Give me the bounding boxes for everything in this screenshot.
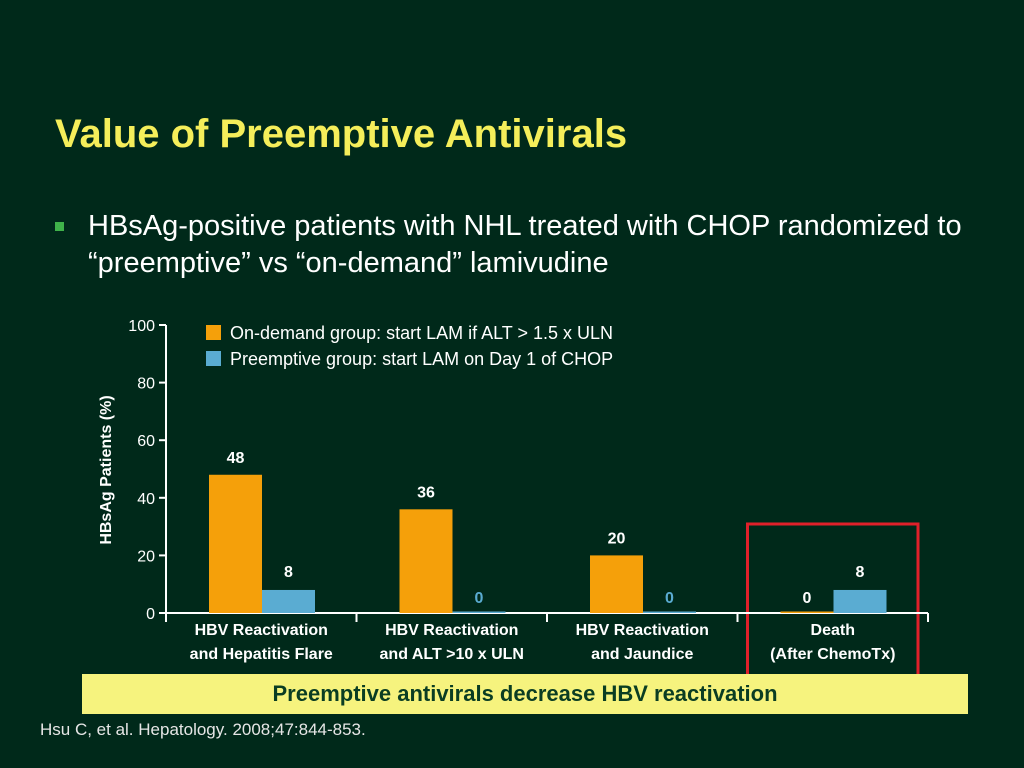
y-tick-label: 0 <box>146 606 155 623</box>
bar-preemptive <box>262 589 315 613</box>
category-label: HBV Reactivation <box>385 622 518 639</box>
bar-value-label: 8 <box>284 564 293 581</box>
category-label: Death <box>811 622 855 639</box>
bullet-text: HBsAg-positive patients with NHL treated… <box>88 210 962 279</box>
category-label: HBV Reactivation <box>576 622 709 639</box>
conclusion-banner: Preemptive antivirals decrease HBV react… <box>82 674 968 714</box>
bar-on-demand <box>590 555 643 613</box>
y-tick-label: 80 <box>137 376 155 393</box>
y-tick-label: 100 <box>128 318 155 335</box>
bar-value-label: 0 <box>803 590 812 607</box>
category-label: and Hepatitis Flare <box>190 646 333 663</box>
y-tick-label: 40 <box>137 491 155 508</box>
bar-preemptive <box>833 589 887 613</box>
slide-title: Value of Preemptive Antivirals <box>55 112 628 156</box>
citation: Hsu C, et al. Hepatology. 2008;47:844-85… <box>40 720 366 739</box>
y-tick-label: 60 <box>137 433 155 450</box>
legend-label: On-demand group: start LAM if ALT > 1.5 … <box>230 323 613 343</box>
legend-swatch <box>206 325 221 340</box>
bar-preemptive <box>452 611 506 613</box>
bar-value-label: 0 <box>475 590 484 607</box>
category-label: (After ChemoTx) <box>770 646 895 663</box>
legend-label: Preemptive group: start LAM on Day 1 of … <box>230 349 613 369</box>
bar-value-label: 36 <box>417 484 435 501</box>
bar-value-label: 48 <box>227 450 245 467</box>
bullet-square-icon <box>55 222 64 231</box>
category-label: HBV Reactivation <box>195 622 328 639</box>
bar-on-demand <box>209 474 262 613</box>
bar-preemptive <box>643 611 696 613</box>
y-axis-title: HBsAg Patients (%) <box>98 395 115 544</box>
bar-on-demand <box>399 509 453 613</box>
bar-value-label: 20 <box>608 530 626 547</box>
bullet-point: HBsAg-positive patients with NHL treated… <box>55 208 995 282</box>
category-label: and ALT >10 x ULN <box>380 646 524 663</box>
y-tick-label: 20 <box>137 548 155 565</box>
bar-value-label: 8 <box>856 564 865 581</box>
category-label: and Jaundice <box>591 646 693 663</box>
legend-swatch <box>206 351 221 366</box>
bar-on-demand <box>780 611 834 613</box>
bar-value-label: 0 <box>665 590 674 607</box>
